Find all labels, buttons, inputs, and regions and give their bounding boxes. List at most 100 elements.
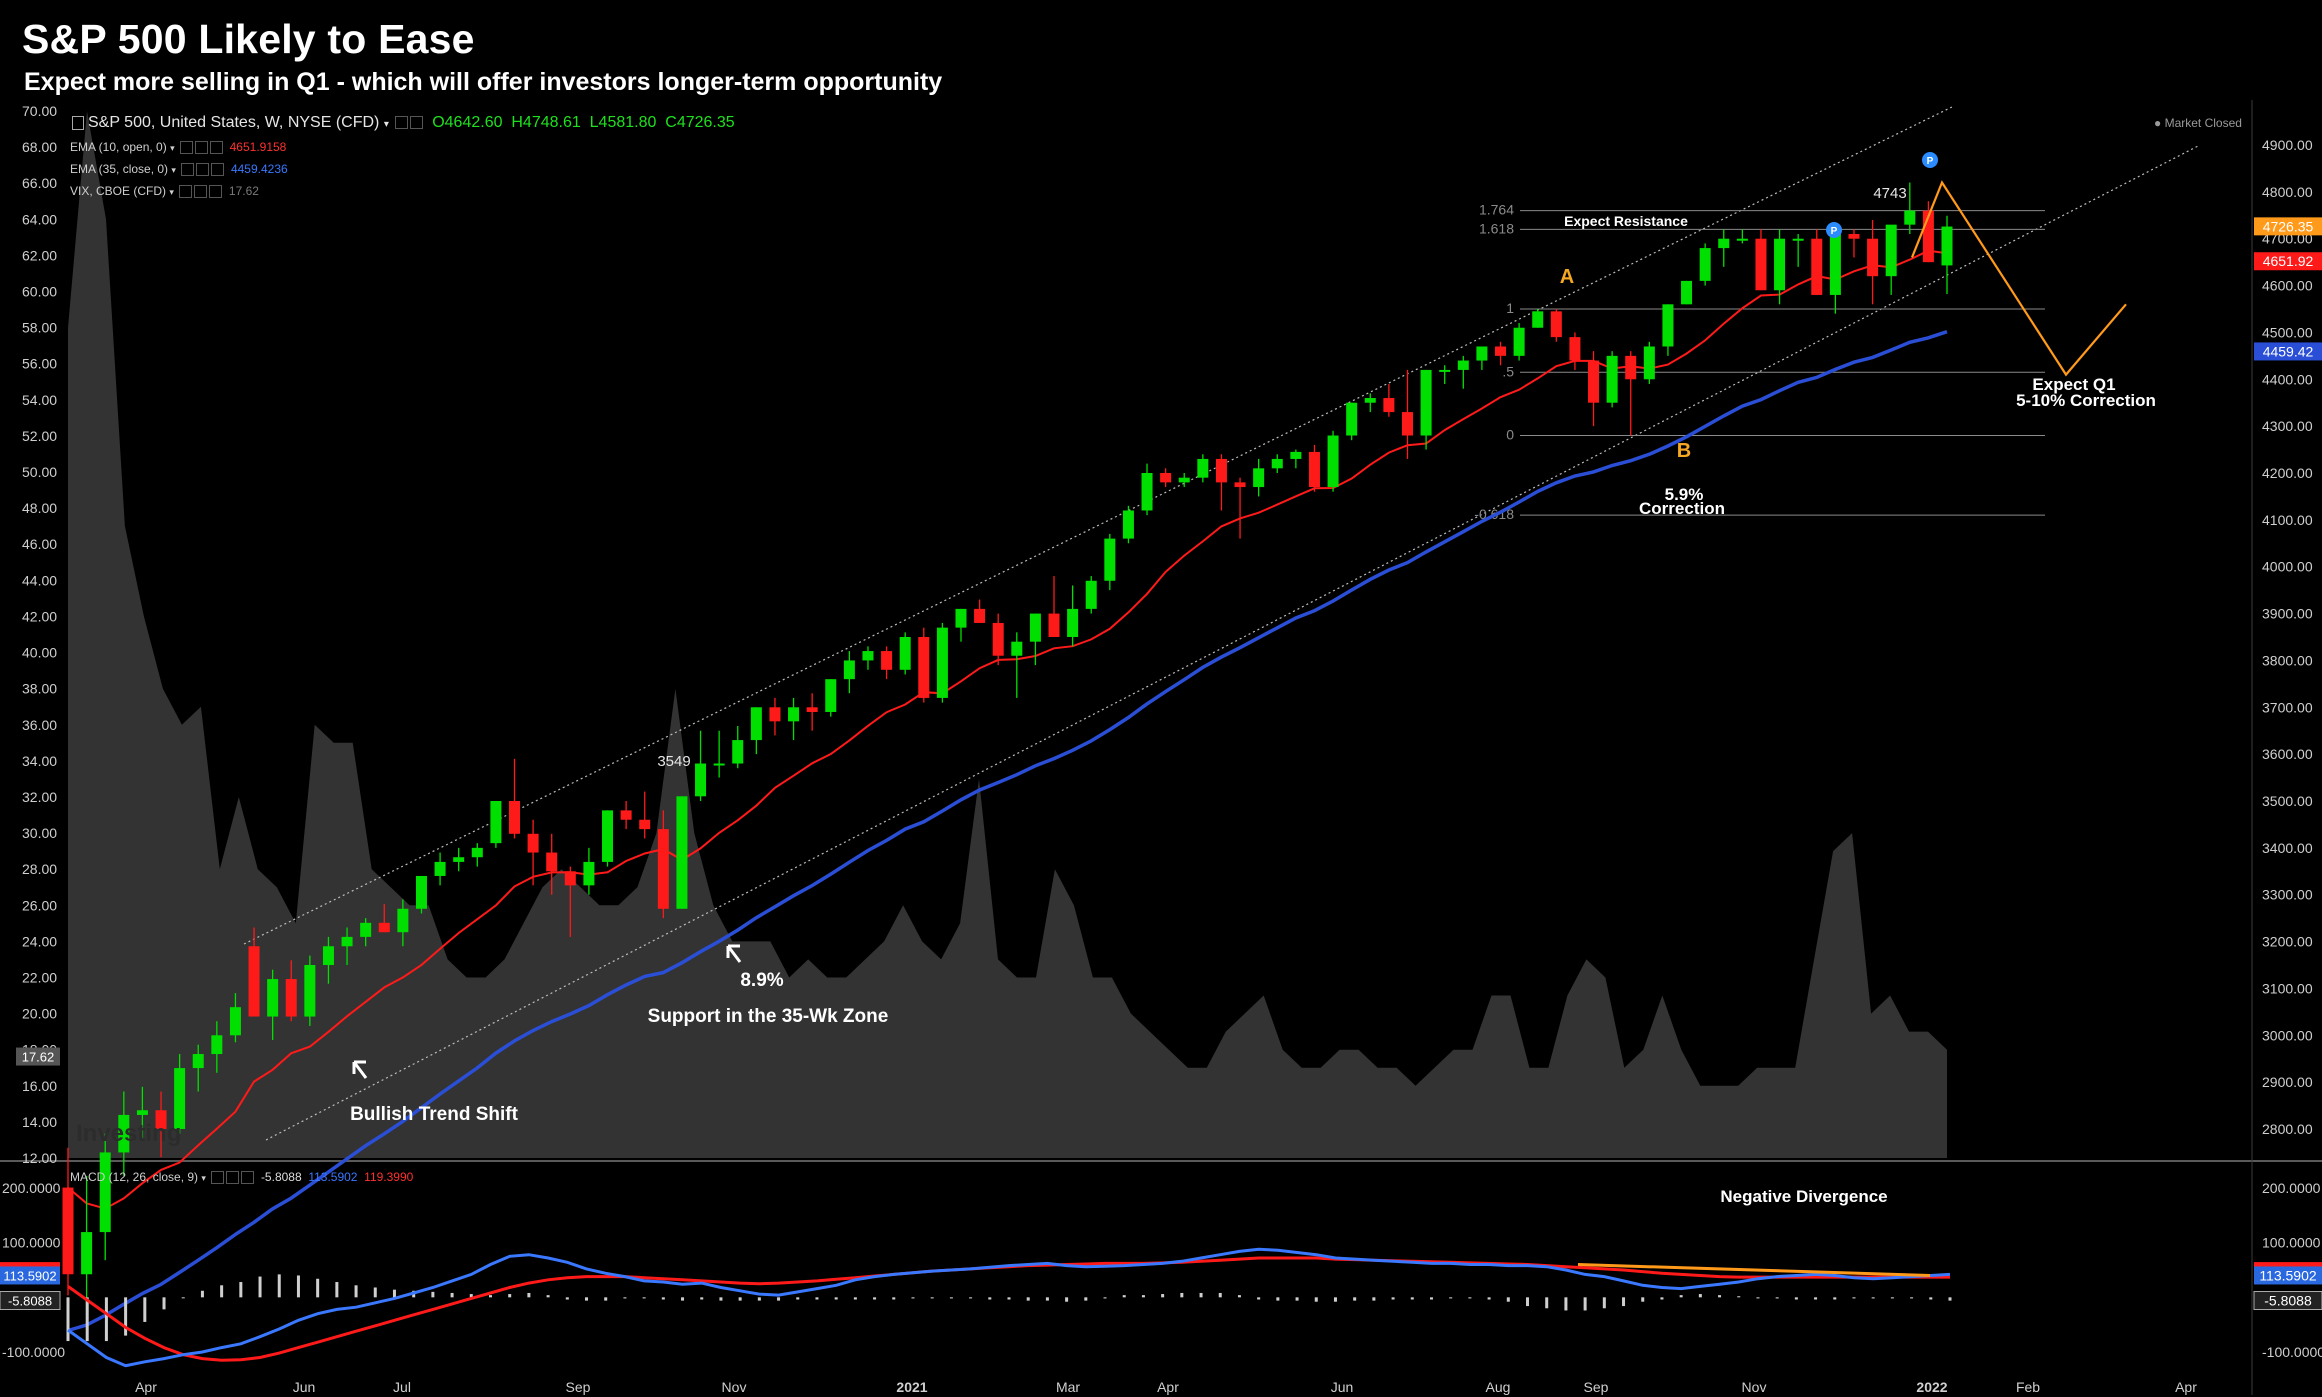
- close-icon[interactable]: [211, 163, 225, 177]
- candle-body: [1401, 412, 1413, 436]
- candle-body: [1308, 451, 1320, 488]
- x-axis-tick: Apr: [135, 1379, 157, 1395]
- page-title: S&P 500 Likely to Ease: [22, 16, 475, 62]
- ema35-legend[interactable]: EMA (35, close, 0) ▾ 4459.4236: [70, 162, 288, 177]
- vix-axis-tick: 32.00: [22, 789, 57, 805]
- fib-level-label: 0: [1506, 427, 1514, 443]
- vix-axis-tick: 26.00: [22, 897, 57, 913]
- vix-axis-tick: 68.00: [22, 139, 57, 155]
- macd-histogram-bar: [181, 1297, 185, 1299]
- macd-histogram-bar: [892, 1297, 896, 1300]
- macd-axis-tick: -100.0000: [2262, 1344, 2322, 1360]
- settings-icon[interactable]: [194, 185, 208, 199]
- instrument-legend[interactable]: S&P 500, United States, W, NYSE (CFD) ▾ …: [72, 114, 735, 132]
- price-axis-tick: 4300.00: [2262, 418, 2313, 434]
- candle-body: [657, 829, 669, 909]
- vix-value: 17.62: [228, 184, 259, 198]
- macd-histogram-bar: [1833, 1297, 1837, 1300]
- macd-histogram-bar: [1487, 1297, 1491, 1300]
- chevron-down-icon[interactable]: ▾: [201, 1173, 206, 1183]
- chevron-down-icon[interactable]: ▾: [170, 143, 175, 153]
- price-axis-tick: 3400.00: [2262, 840, 2313, 856]
- eye-icon[interactable]: [181, 163, 195, 177]
- macd-histogram-bar: [450, 1292, 454, 1298]
- chevron-down-icon[interactable]: ▾: [171, 165, 176, 175]
- macd-histogram-bar: [143, 1297, 147, 1322]
- macd-histogram-bar: [1084, 1297, 1088, 1301]
- settings-icon[interactable]: [196, 163, 210, 177]
- macd-histogram-bar: [1180, 1292, 1184, 1298]
- macd-histogram-bar: [796, 1297, 800, 1300]
- price-badge-text: 4726.35: [2263, 218, 2314, 234]
- candle-body: [1346, 402, 1358, 436]
- candle-body: [1383, 398, 1395, 413]
- annotation-8-9-percent: 8.9%: [740, 970, 783, 991]
- macd-histogram-bar: [1756, 1297, 1760, 1299]
- macd-histogram-bar: [1372, 1297, 1376, 1301]
- macd-histogram-bar: [1141, 1295, 1145, 1298]
- page-subtitle: Expect more selling in Q1 - which will o…: [24, 68, 943, 96]
- ema10-legend[interactable]: EMA (10, open, 0) ▾ 4651.9158: [70, 140, 286, 155]
- settings-icon[interactable]: [226, 1171, 240, 1185]
- price-axis-tick: 2800.00: [2262, 1121, 2313, 1137]
- candle-body: [1253, 468, 1265, 488]
- eye-icon[interactable]: [179, 185, 193, 199]
- settings-icon[interactable]: [410, 116, 424, 130]
- candle-body: [583, 861, 595, 886]
- macd-legend[interactable]: MACD (12, 26, close, 9) ▾ -5.8088 113.59…: [70, 1170, 414, 1185]
- vix-axis-tick: 30.00: [22, 825, 57, 841]
- eye-icon[interactable]: [179, 141, 193, 155]
- candle-body: [713, 763, 725, 766]
- vix-axis-tick: 20.00: [22, 1006, 57, 1022]
- macd-histogram-bar: [1794, 1297, 1798, 1300]
- close-icon[interactable]: [241, 1171, 255, 1185]
- macd-histogram-bar: [604, 1297, 608, 1301]
- settings-icon[interactable]: [194, 141, 208, 155]
- candle-body: [1811, 238, 1823, 295]
- eye-icon[interactable]: [395, 116, 409, 130]
- candle-body: [434, 861, 446, 876]
- macd-histogram-bar: [623, 1297, 627, 1299]
- pivot-marker-icon: [1922, 152, 1938, 168]
- x-axis-tick: 2021: [896, 1379, 927, 1395]
- arrow-up-left-icon: [726, 944, 742, 963]
- macd-axis-tick-left: -100.0000: [2, 1344, 65, 1360]
- vix-axis-tick: 56.00: [22, 356, 57, 372]
- macd-axis-tick-left: 100.0000: [2, 1235, 61, 1251]
- macd-histogram-bar: [681, 1297, 685, 1301]
- macd-histogram-bar: [1545, 1297, 1549, 1309]
- candle-body: [788, 707, 800, 722]
- macd-histogram-bar: [373, 1287, 377, 1298]
- macd-histogram-bar: [220, 1285, 224, 1298]
- candle-body: [341, 936, 353, 947]
- arrow-up-left-icon: [352, 1060, 368, 1079]
- macd-histogram-bar: [719, 1297, 723, 1301]
- eye-icon[interactable]: [211, 1171, 225, 1185]
- chevron-down-icon[interactable]: ▾: [169, 187, 174, 197]
- close-icon[interactable]: [209, 185, 223, 199]
- x-axis-tick: Nov: [1742, 1379, 1767, 1395]
- candle-body: [1792, 238, 1804, 241]
- price-badge-text: 4651.92: [2263, 253, 2314, 269]
- macd-histogram-bar: [316, 1278, 320, 1298]
- macd-histogram-bar: [1314, 1297, 1318, 1302]
- vix-legend[interactable]: VIX, CBOE (CFD) ▾ 17.62: [70, 184, 259, 199]
- x-axis-tick: Jun: [1331, 1379, 1354, 1395]
- candle-body: [1439, 369, 1451, 372]
- macd-histogram-bar: [508, 1294, 512, 1298]
- macd-histogram-bar: [1890, 1297, 1894, 1299]
- projection-path: [1910, 180, 2127, 377]
- macd-hist-badge-text: -5.8088: [2264, 1293, 2312, 1309]
- macd-signal-value: 119.3990: [364, 1170, 414, 1184]
- macd-histogram-bar: [1506, 1297, 1510, 1302]
- macd-histogram-bar: [1660, 1297, 1664, 1300]
- macd-histogram-bar: [1045, 1297, 1049, 1301]
- chevron-down-icon[interactable]: ▾: [383, 119, 389, 130]
- vix-axis-tick: 48.00: [22, 500, 57, 516]
- vix-axis-tick: 70.00: [22, 103, 57, 119]
- pivot-marker-label: P: [1831, 226, 1838, 237]
- candle-body: [899, 637, 911, 670]
- close-icon[interactable]: [209, 141, 223, 155]
- macd-histogram-bar: [1871, 1297, 1875, 1299]
- vix-axis-tick: 46.00: [22, 536, 57, 552]
